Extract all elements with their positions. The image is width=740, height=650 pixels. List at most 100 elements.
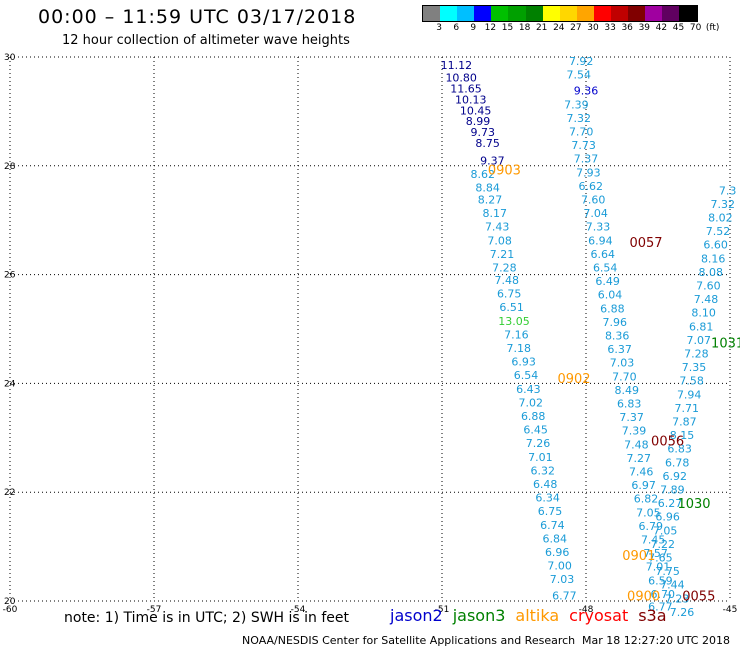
footer-timestamp: Mar 18 12:27:20 UTC 2018 bbox=[582, 634, 730, 647]
data-point-label: 10.13 bbox=[455, 93, 487, 106]
color-swatch bbox=[491, 6, 509, 21]
color-scale-tick: 30 bbox=[587, 23, 599, 33]
data-point-label: 6.54 bbox=[593, 262, 618, 275]
pass-time-label: 0901 bbox=[622, 549, 655, 564]
data-point-label: 7.57 bbox=[643, 547, 668, 560]
data-point-label: 6.93 bbox=[511, 356, 536, 369]
data-point-label: 8.16 bbox=[701, 252, 726, 265]
data-point-label: 6.04 bbox=[598, 289, 623, 302]
color-scale-tick: 24 bbox=[553, 23, 565, 33]
data-point-label: 8.75 bbox=[475, 137, 500, 150]
chart-title: 00:00 – 11:59 UTC 03/17/2018 bbox=[38, 6, 357, 28]
color-scale-tick: 21 bbox=[535, 23, 548, 33]
data-point-label: 7.08 bbox=[487, 234, 512, 247]
legend-entry-s3a: s3a bbox=[638, 606, 667, 625]
data-point-label: 8.17 bbox=[483, 207, 508, 220]
data-point-label: 8.62 bbox=[471, 168, 496, 181]
pass-time-label: 0902 bbox=[557, 372, 590, 387]
pass-time-label: 0057 bbox=[629, 236, 662, 251]
data-point-label: 6.84 bbox=[543, 532, 568, 545]
color-scale-unit: (ft) bbox=[705, 23, 720, 33]
color-scale-tick: 45 bbox=[672, 23, 685, 33]
color-scale-legend: 3 6 9 12 15 18 21 24 27 30 33 36 39 42 45 70 (ft) bbox=[422, 5, 719, 34]
data-point-label: 7.73 bbox=[571, 139, 596, 152]
y-tick-label: 20 bbox=[4, 597, 16, 607]
plot-grid bbox=[9, 56, 731, 602]
data-point-label: 7.93 bbox=[576, 166, 601, 179]
color-swatch bbox=[423, 6, 441, 21]
color-swatch bbox=[440, 6, 458, 21]
data-point-label: 8.10 bbox=[691, 307, 716, 320]
data-point-label: 8.99 bbox=[466, 115, 491, 128]
data-point-label: 7.00 bbox=[547, 560, 572, 573]
data-point-label: 7.03 bbox=[550, 573, 575, 586]
x-tick-label: -48 bbox=[579, 605, 594, 615]
data-point-label: 6.60 bbox=[703, 239, 728, 252]
time-labels: 0903 0057 1031 0902 0056 1030 0901 0900 0055 bbox=[488, 164, 740, 605]
data-point-label: 7.70 bbox=[612, 370, 637, 383]
pass-time-label: 1031 bbox=[711, 337, 740, 352]
data-point-label: 7.01 bbox=[528, 451, 553, 464]
data-point-label: 7.94 bbox=[677, 388, 702, 401]
color-scale-tick: 9 bbox=[470, 23, 477, 33]
color-swatch bbox=[645, 6, 663, 21]
x-tick-label: -54 bbox=[291, 605, 306, 615]
x-tick-label: -51 bbox=[435, 605, 450, 615]
data-point-label: 6.59 bbox=[648, 574, 673, 587]
data-point-label: 7.70 bbox=[569, 126, 594, 139]
data-point-label: 7.60 bbox=[581, 194, 606, 207]
data-point-label: 6.96 bbox=[655, 511, 680, 524]
data-point-label: 7.23 bbox=[665, 592, 690, 605]
data-point-label: 7.44 bbox=[660, 579, 685, 592]
color-scale-tick: 42 bbox=[655, 23, 668, 33]
data-point-label: 10.45 bbox=[460, 104, 492, 117]
data-point-label: 6.82 bbox=[634, 493, 659, 506]
data-point-label: 7.05 bbox=[653, 524, 678, 537]
data-point-label: 7.21 bbox=[490, 248, 515, 261]
data-point-label: 6.27 bbox=[658, 497, 683, 510]
color-swatch bbox=[457, 6, 475, 21]
data-point-label: 7.26 bbox=[526, 437, 551, 450]
data-point-label: 7.65 bbox=[648, 551, 673, 564]
data-point-label: 13.05 bbox=[498, 315, 530, 328]
color-swatch bbox=[679, 6, 697, 21]
data-point-label: 6.88 bbox=[521, 410, 546, 423]
data-point-label: 6.79 bbox=[639, 520, 664, 533]
color-swatch bbox=[474, 6, 492, 21]
data-point-label: 6.49 bbox=[595, 275, 620, 288]
data-point-label: 8.49 bbox=[615, 384, 640, 397]
data-point-label: 6.37 bbox=[607, 343, 632, 356]
data-point-label: 6.83 bbox=[617, 398, 642, 411]
color-scale-tick: 6 bbox=[453, 23, 460, 33]
data-point-label: 6.97 bbox=[631, 479, 656, 492]
data-point-label: 7.46 bbox=[629, 466, 654, 479]
data-point-label: 6.77 bbox=[552, 590, 577, 603]
data-point-label: 7.32 bbox=[711, 198, 736, 211]
data-point-label: 7.28 bbox=[684, 347, 709, 360]
data-point-label: 6.83 bbox=[667, 443, 692, 456]
data-point-label: 6.62 bbox=[579, 180, 604, 193]
x-tick-label: -60 bbox=[3, 605, 18, 615]
data-point-label: 7.3 bbox=[719, 184, 737, 197]
plot-area bbox=[10, 57, 730, 601]
data-point-label: 7.26 bbox=[670, 606, 695, 619]
y-tick-label: 24 bbox=[4, 379, 16, 389]
data-point-label: 6.45 bbox=[523, 424, 548, 437]
color-scale-tick: 70 bbox=[689, 23, 702, 33]
color-swatch bbox=[576, 6, 594, 21]
color-swatch bbox=[662, 6, 680, 21]
data-point-label: 7.33 bbox=[586, 221, 611, 234]
data-point-label: 7.54 bbox=[567, 68, 592, 81]
y-tick-label: 26 bbox=[4, 271, 16, 281]
data-point-label: 6.74 bbox=[540, 519, 565, 532]
data-point-label: 7.39 bbox=[564, 98, 589, 111]
data-point-label: 6.32 bbox=[531, 464, 556, 477]
data-point-label: 7.48 bbox=[624, 438, 649, 451]
data-point-label: 7.92 bbox=[569, 55, 594, 68]
data-point-label: 6.77 bbox=[648, 600, 673, 613]
data-point-label: 6.34 bbox=[535, 492, 560, 505]
data-point-label: 6.70 bbox=[651, 588, 676, 601]
data-point-label: 7.52 bbox=[706, 225, 731, 238]
